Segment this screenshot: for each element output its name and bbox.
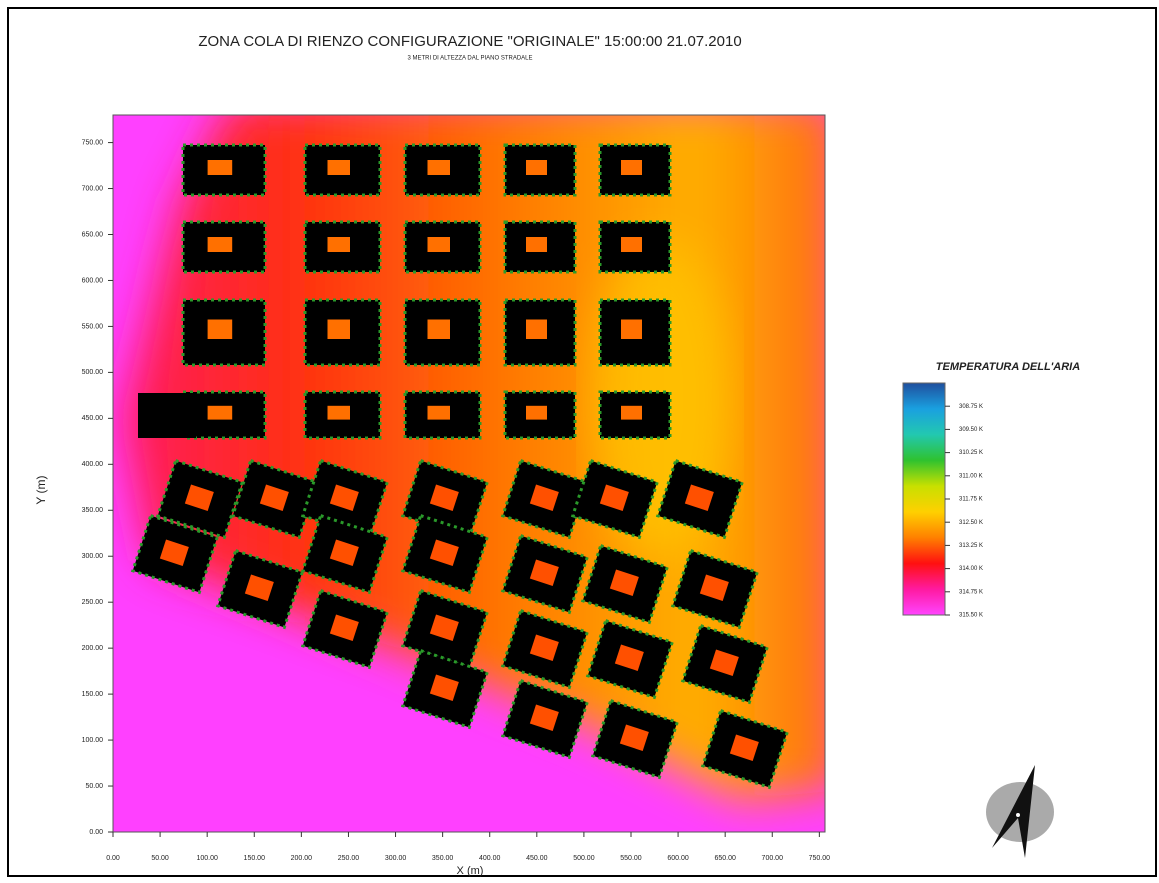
courtyard (429, 614, 459, 641)
plot-frame (112, 114, 826, 833)
courtyard (621, 160, 642, 175)
y-tick-label: 650.00 (82, 231, 104, 238)
courtyard (427, 237, 450, 252)
colorbar-title: TEMPERATURA DELL'ARIA (936, 361, 1080, 373)
colorbar-tick-label: 308.75 K (959, 404, 983, 410)
x-tick-label: 750.00 (809, 855, 831, 862)
chart-title: ZONA COLA DI RIENZO CONFIGURAZIONE "ORIG… (198, 33, 741, 50)
courtyard (529, 704, 559, 731)
y-tick-label: 100.00 (82, 737, 104, 744)
y-axis-label: Y (m) (34, 475, 48, 504)
y-tick-label: 150.00 (82, 691, 104, 698)
courtyard (599, 484, 629, 511)
courtyard (684, 484, 714, 511)
courtyard (529, 634, 559, 661)
x-tick-label: 450.00 (526, 855, 548, 862)
courtyard (526, 405, 547, 420)
courtyard (526, 160, 547, 175)
x-tick-label: 150.00 (244, 855, 266, 862)
y-tick-label: 550.00 (82, 323, 104, 330)
x-tick-label: 700.00 (762, 855, 784, 862)
courtyard (709, 649, 739, 676)
x-tick-label: 400.00 (479, 855, 501, 862)
x-tick-label: 500.00 (573, 855, 595, 862)
courtyard (699, 574, 729, 601)
frame (7, 7, 1157, 877)
courtyard (159, 539, 189, 566)
x-tick-label: 300.00 (385, 855, 407, 862)
courtyard (427, 319, 450, 339)
y-tick-label: 700.00 (82, 185, 104, 192)
x-tick-label: 250.00 (338, 855, 360, 862)
courtyard (429, 674, 459, 701)
courtyard (329, 614, 359, 641)
x-axis-label: X (m) (457, 865, 484, 877)
courtyard (207, 237, 233, 252)
courtyard (619, 724, 649, 751)
courtyard (327, 405, 350, 420)
courtyard (327, 237, 350, 252)
x-tick-label: 50.00 (151, 855, 169, 862)
x-tick-label: 0.00 (106, 855, 120, 862)
courtyard (207, 319, 233, 339)
y-tick-label: 50.00 (85, 783, 103, 790)
y-tick-label: 600.00 (82, 277, 104, 284)
courtyard (329, 484, 359, 511)
x-tick-label: 100.00 (196, 855, 218, 862)
courtyard (207, 405, 233, 420)
courtyard (621, 319, 642, 339)
colorbar (902, 382, 946, 616)
courtyard (184, 484, 214, 511)
courtyard (609, 569, 639, 596)
courtyard (526, 319, 547, 339)
y-tick-label: 200.00 (82, 645, 104, 652)
north-arrow (986, 765, 1054, 858)
y-tick-label: 750.00 (82, 139, 104, 146)
y-tick-label: 300.00 (82, 553, 104, 560)
colorbar-tick-label: 311.75 K (959, 497, 983, 503)
courtyard (259, 484, 289, 511)
buildings (130, 143, 790, 790)
courtyard (529, 484, 559, 511)
x-tick-label: 600.00 (667, 855, 689, 862)
courtyard (429, 539, 459, 566)
building (138, 393, 196, 438)
y-tick-label: 400.00 (82, 461, 104, 468)
courtyard (329, 539, 359, 566)
y-tick-label: 500.00 (82, 369, 104, 376)
y-tick-label: 350.00 (82, 507, 104, 514)
x-tick-label: 650.00 (714, 855, 736, 862)
y-tick-label: 0.00 (89, 829, 103, 836)
y-tick-label: 450.00 (82, 415, 104, 422)
field (113, 115, 825, 832)
courtyard (526, 237, 547, 252)
colorbar-tick-label: 315.50 K (959, 613, 983, 619)
y-tick-label: 250.00 (82, 599, 104, 606)
colorbar-tick-label: 311.00 K (959, 473, 983, 479)
courtyard (529, 559, 559, 586)
colorbar-tick-label: 312.50 K (959, 520, 983, 526)
colorbar-tick-label: 313.25 K (959, 543, 983, 549)
courtyard (429, 484, 459, 511)
colorbar-tick-label: 314.75 K (959, 589, 983, 595)
building (303, 143, 382, 197)
courtyard (427, 160, 450, 175)
x-tick-label: 200.00 (291, 855, 313, 862)
x-tick-label: 550.00 (620, 855, 642, 862)
courtyard (327, 319, 350, 339)
colorbar-tick-label: 314.00 K (959, 566, 983, 572)
courtyard (427, 405, 450, 420)
courtyard (729, 734, 759, 761)
courtyard (621, 237, 642, 252)
courtyard (207, 160, 233, 175)
courtyard (621, 405, 642, 420)
courtyard (614, 644, 644, 671)
courtyard (244, 574, 274, 601)
colorbar-tick-label: 310.25 K (959, 450, 983, 456)
colorbar-tick-label: 309.50 K (959, 427, 983, 433)
chart-subtitle: 3 METRI DI ALTEZZA DAL PIANO STRADALE (407, 56, 532, 62)
x-tick-label: 350.00 (432, 855, 454, 862)
courtyard (327, 160, 350, 175)
